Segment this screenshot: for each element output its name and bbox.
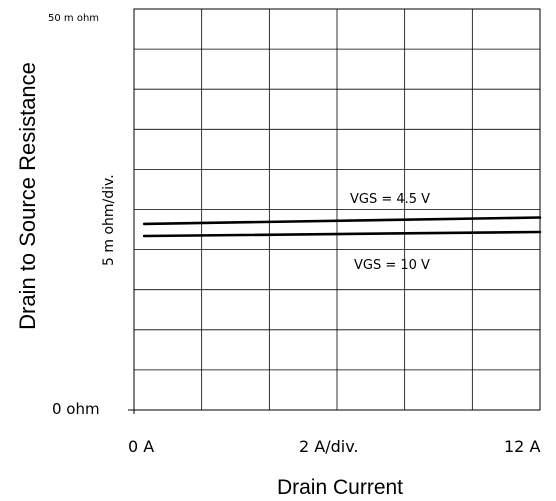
x-tick-label-end: 12 A — [504, 437, 540, 456]
y-tick-label-bottom: 0 ohm — [52, 400, 100, 418]
series-label-vgs-4-5: VGS = 4.5 V — [350, 192, 430, 207]
x-tick-label-start: 0 A — [128, 437, 154, 456]
grid — [128, 8, 541, 414]
x-tick-label-middle: 2 A/div. — [299, 437, 359, 456]
y-axis-title: Drain to Source Resistance — [15, 62, 40, 330]
x-axis-title: Drain Current — [277, 476, 403, 499]
plot-frame — [133, 8, 541, 411]
series-layer — [142, 216, 542, 238]
series-line-0 — [142, 216, 542, 226]
y-tick-label-top: 50 m ohm — [48, 13, 99, 24]
series-label-vgs-10: VGS = 10 V — [354, 258, 430, 273]
series-line-1 — [142, 230, 542, 238]
y-tick-label-middle: 5 m ohm/div. — [101, 174, 117, 266]
